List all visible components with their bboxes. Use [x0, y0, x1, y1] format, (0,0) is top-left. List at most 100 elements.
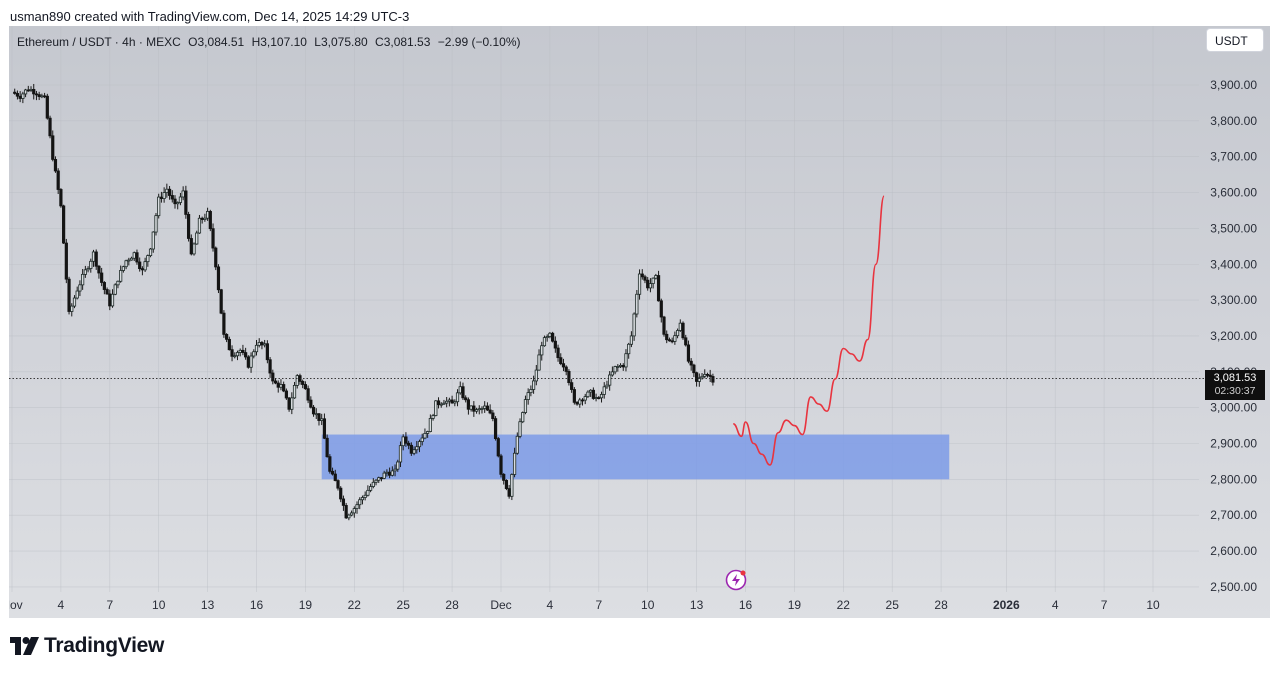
candle-body — [276, 382, 280, 388]
candle-body — [627, 343, 631, 355]
candle-body — [306, 388, 310, 401]
chart-area[interactable]: 3,900.00 3,800.00 3,700.00 3,600.00 3,500.00… — [9, 26, 1270, 618]
candle-body — [417, 441, 422, 448]
candle-body — [464, 397, 468, 401]
candle-body — [219, 289, 223, 314]
x-tick-label: 19 — [788, 598, 802, 612]
candle-body — [469, 405, 473, 410]
candle-body — [635, 293, 639, 315]
candle-body — [135, 252, 139, 263]
candle-body — [282, 384, 286, 392]
candle-body — [363, 494, 367, 498]
candle-body — [518, 421, 522, 437]
x-tick-label: Dec — [490, 598, 511, 612]
candle-body — [656, 275, 661, 302]
candle-body — [62, 205, 66, 244]
candle-body — [64, 242, 68, 280]
candle-body — [567, 371, 571, 384]
candle-body — [116, 280, 120, 286]
x-tick-label: 25 — [886, 598, 900, 612]
x-tick-label: 4 — [1052, 598, 1059, 612]
candle-body — [241, 349, 245, 353]
candle-body — [21, 93, 25, 99]
candle-body — [233, 355, 237, 358]
candle-body — [692, 364, 696, 374]
candle-body — [697, 377, 701, 382]
candle-body — [151, 231, 155, 250]
candle-body — [75, 290, 79, 299]
x-tick-label: 10 — [1146, 598, 1160, 612]
candle-body — [496, 438, 500, 457]
candle-body — [616, 366, 620, 368]
candle-body — [252, 351, 256, 357]
candle-body — [703, 373, 707, 377]
candle-body — [195, 232, 199, 245]
candle-body — [301, 380, 305, 385]
candle-body — [40, 95, 44, 98]
legend-high: H3,107.10 — [251, 35, 307, 49]
candle-body — [537, 354, 541, 371]
candle-body — [428, 418, 432, 432]
candle-body — [453, 401, 457, 404]
candle-body — [523, 399, 528, 413]
candle-body — [83, 269, 87, 275]
candle-body — [244, 352, 248, 358]
candle-body — [621, 364, 625, 368]
candle-body — [138, 261, 142, 270]
candle-body — [29, 88, 33, 91]
candle-body — [599, 394, 604, 399]
candle-body — [575, 401, 579, 405]
candle-body — [140, 268, 144, 271]
candle-body — [352, 508, 356, 514]
candle-body — [570, 382, 574, 390]
candle-body — [124, 260, 128, 268]
candle-body — [23, 89, 28, 95]
candle-body — [480, 408, 484, 410]
candle-body — [447, 399, 451, 402]
candle-body — [504, 479, 509, 490]
candle-body — [339, 487, 343, 500]
candle-body — [591, 389, 595, 399]
legend-close: C3,081.53 — [375, 35, 431, 49]
candle-body — [78, 284, 82, 292]
candle-body — [594, 397, 598, 399]
currency-button[interactable]: USDT — [1206, 28, 1264, 52]
candle-body — [34, 93, 39, 96]
candle-body — [526, 392, 530, 400]
candle-body — [385, 471, 389, 474]
candle-body — [377, 477, 381, 481]
price-chart[interactable]: 3,900.00 3,800.00 3,700.00 3,600.00 3,500.00… — [9, 26, 1270, 618]
y-tick-label: 3,300.00 — [1210, 293, 1257, 307]
candle-body — [330, 470, 335, 475]
y-tick-label: 3,600.00 — [1210, 186, 1257, 200]
candle-body — [328, 456, 332, 472]
candle-body — [382, 472, 386, 479]
candle-body — [320, 418, 324, 421]
candle-body — [311, 406, 316, 415]
candle-body — [268, 359, 272, 374]
candle-body — [265, 343, 269, 361]
candle-body — [439, 403, 443, 406]
candle-body — [396, 461, 400, 470]
candle-body — [121, 266, 125, 271]
y-tick-label: 2,900.00 — [1210, 437, 1257, 451]
candle-body — [545, 336, 549, 339]
candle-body — [561, 363, 566, 368]
bar-countdown: 02:30:37 — [1214, 385, 1256, 397]
candle-body — [632, 313, 636, 337]
candle-body — [254, 344, 259, 353]
candle-body — [423, 433, 427, 439]
tradingview-brand[interactable]: TradingView — [10, 634, 164, 658]
candle-body — [227, 338, 231, 351]
candle-body — [493, 418, 498, 439]
candle-body — [589, 389, 593, 393]
candle-body — [705, 373, 710, 376]
candle-body — [673, 335, 677, 342]
candle-body — [510, 474, 514, 497]
x-tick-label: 22 — [348, 598, 362, 612]
candle-body — [643, 276, 647, 281]
candle-body — [13, 91, 17, 94]
candle-body — [553, 340, 557, 349]
candle-body — [303, 384, 308, 390]
candle-body — [184, 190, 188, 215]
